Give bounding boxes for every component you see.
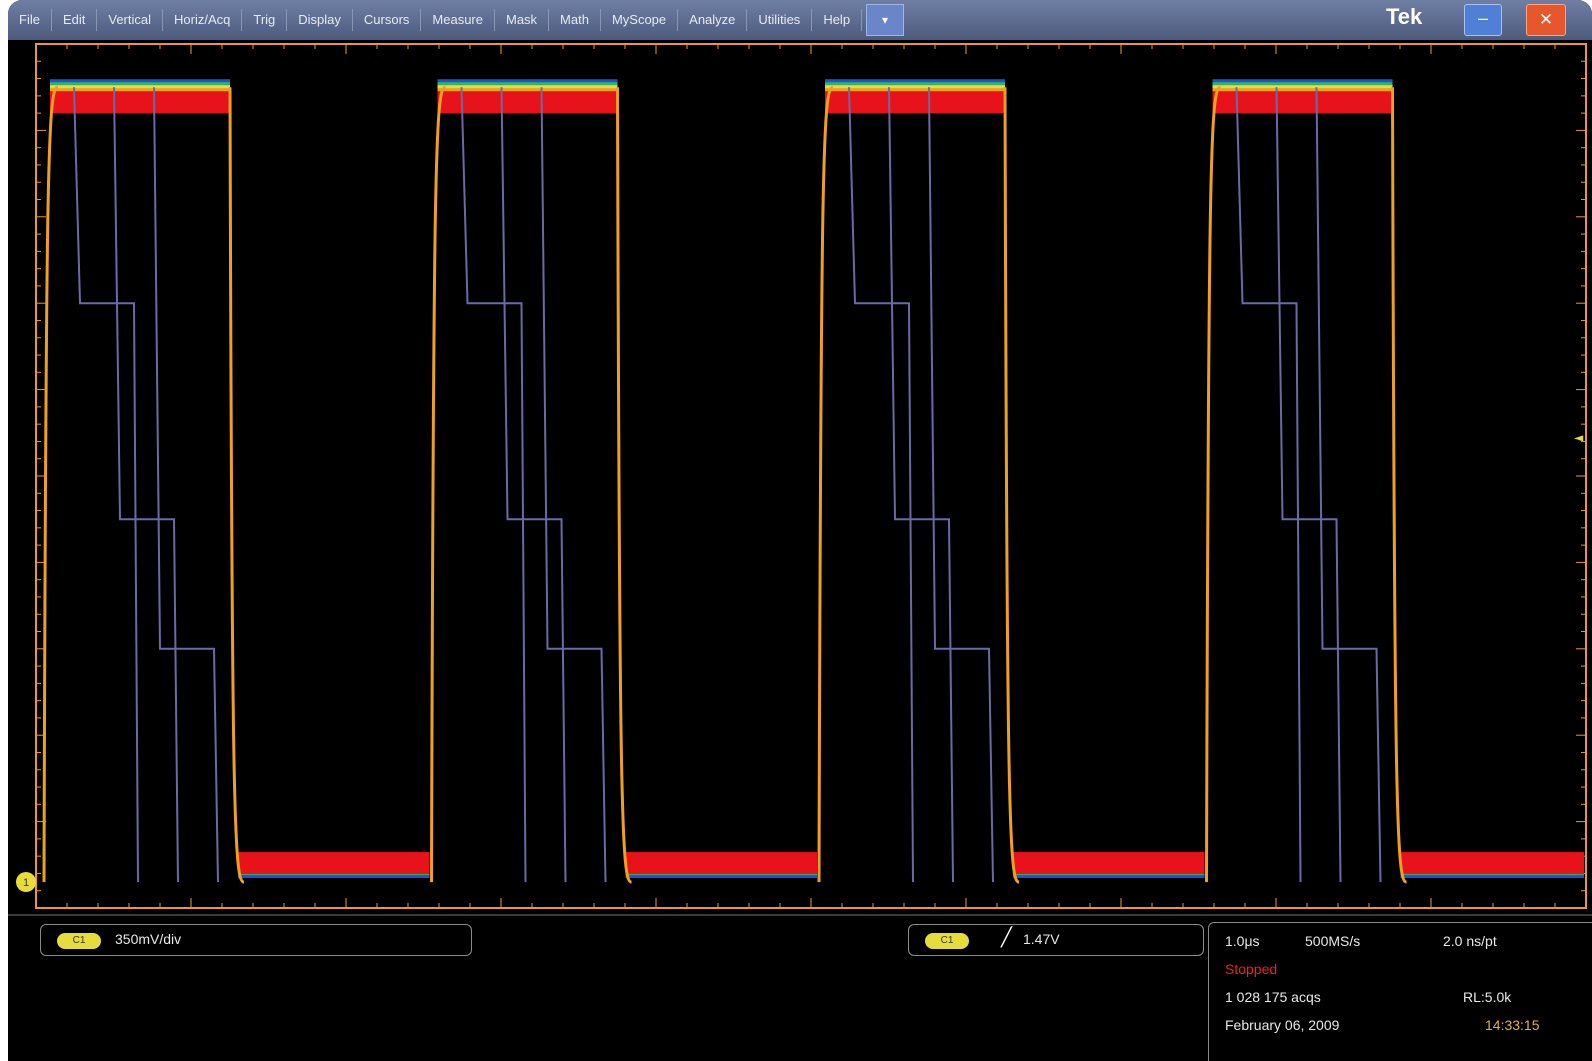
menu-edit[interactable]: Edit <box>52 9 98 31</box>
menu-analyze[interactable]: Analyze <box>678 9 748 31</box>
acquisition-count: 1 028 175 acqs <box>1225 989 1321 1005</box>
trace-dim-level <box>153 87 219 883</box>
trace-low-band <box>1013 874 1205 879</box>
rising-edge-icon: ╱ <box>1001 927 1012 947</box>
trace-falling-edge <box>616 87 632 884</box>
trace-dim-level <box>540 87 607 883</box>
brand-logo: Tek <box>1386 4 1423 29</box>
trace-high-band <box>50 85 230 90</box>
trace-dim-level <box>1275 87 1342 883</box>
sample-rate: 500MS/s <box>1305 933 1361 949</box>
trace-rising-edge <box>817 85 834 883</box>
trigger-level-marker: ◄ <box>1574 430 1584 444</box>
menu-mask[interactable]: Mask <box>495 9 550 31</box>
trace-high-band <box>825 79 1005 84</box>
trace-dim-level <box>888 87 954 883</box>
trace-rising-edge <box>1205 85 1221 883</box>
close-button[interactable]: ✕ <box>1526 4 1566 36</box>
record-length: RL:5.0k <box>1463 989 1512 1005</box>
menu-display[interactable]: Display <box>287 9 353 31</box>
oscilloscope-window: File Edit Vertical Horiz/Acq Trig Displa… <box>8 0 1592 1061</box>
channel1-readout[interactable]: C1 350mV/div <box>40 924 472 956</box>
trigger-source-badge: C1 <box>925 933 969 949</box>
trace-high-band <box>50 82 230 87</box>
trace-high-band <box>825 82 1005 87</box>
minimize-button[interactable]: – <box>1464 4 1502 36</box>
menu-trig[interactable]: Trig <box>242 9 288 31</box>
trace-low-band <box>625 874 817 879</box>
menu-cursors[interactable]: Cursors <box>353 9 422 31</box>
timebase: 1.0μs <box>1225 933 1260 949</box>
readout-area: C1 350mV/div C1 ╱ 1.47V 1.0μs 500MS/s 2.… <box>8 914 1592 1061</box>
trace-low-band <box>238 874 430 879</box>
trace-rising-edge <box>430 85 446 883</box>
trace-rising-edge <box>42 85 59 883</box>
trace-low-band <box>1400 852 1584 875</box>
trace-falling-edge <box>228 87 245 884</box>
acquisition-time: 14:33:15 <box>1485 1017 1540 1033</box>
trace-dim-level <box>928 87 994 883</box>
trace-high-band <box>437 79 618 84</box>
trace-high-band <box>1212 85 1393 90</box>
trace-dim-level <box>500 87 567 883</box>
trace-low-band <box>1013 852 1205 875</box>
channel1-scale: 350mV/div <box>115 931 182 947</box>
menu-vertical[interactable]: Vertical <box>97 9 163 31</box>
menu-measure[interactable]: Measure <box>421 9 495 31</box>
waveform-canvas[interactable]: 1◄ <box>8 40 1592 914</box>
menu-math[interactable]: Math <box>549 9 601 31</box>
trace-high-band <box>437 88 618 93</box>
channel1-marker <box>16 872 36 892</box>
menu-bar: File Edit Vertical Horiz/Acq Trig Displa… <box>8 0 1592 40</box>
trace-high-band <box>50 79 230 84</box>
trace-low-band <box>1400 874 1584 879</box>
trace-dim-level <box>1315 87 1382 883</box>
trace-high-band <box>825 91 1005 114</box>
menu-utilities[interactable]: Utilities <box>747 9 813 31</box>
menu-horiz-acq[interactable]: Horiz/Acq <box>163 9 243 31</box>
trace-high-band <box>50 91 230 114</box>
trace-falling-edge <box>1003 87 1020 884</box>
trace-dim-level <box>73 87 139 883</box>
time-per-point: 2.0 ns/pt <box>1443 933 1497 949</box>
acquisition-date: February 06, 2009 <box>1225 1017 1340 1033</box>
trace-high-band <box>437 91 618 114</box>
trace-high-band <box>1212 79 1393 84</box>
trace-high-band <box>437 85 618 90</box>
trace-low-band <box>238 852 430 875</box>
acquisition-status-panel[interactable]: 1.0μs 500MS/s 2.0 ns/pt Stopped 1 028 17… <box>1208 922 1592 1061</box>
waveform-display[interactable]: 1 ◄ <box>8 40 1592 914</box>
channel1-badge: C1 <box>57 933 101 949</box>
menu-help[interactable]: Help <box>812 9 863 31</box>
trace-high-band <box>1212 82 1393 87</box>
trace-dim-level <box>848 87 914 883</box>
trace-dim-level <box>1235 87 1302 883</box>
trace-high-band <box>825 85 1005 90</box>
graticule-frame <box>35 43 1587 909</box>
menu-myscope[interactable]: MyScope <box>601 9 679 31</box>
trigger-readout[interactable]: C1 ╱ 1.47V <box>908 924 1204 956</box>
menu-file[interactable]: File <box>8 9 52 31</box>
trace-low-band <box>625 852 817 875</box>
trace-high-band <box>1212 91 1393 114</box>
trace-high-band <box>825 88 1005 93</box>
trigger-level: 1.47V <box>1023 931 1060 947</box>
trace-dim-level <box>460 87 527 883</box>
trace-high-band <box>50 88 230 93</box>
trace-high-band <box>1212 88 1393 93</box>
acquisition-state: Stopped <box>1225 961 1278 977</box>
channel1-marker-label: 1 <box>23 877 29 889</box>
menu-overflow-button[interactable]: ▾ <box>866 4 905 36</box>
trace-falling-edge <box>1391 87 1407 884</box>
trace-high-band <box>437 82 618 87</box>
trace-dim-level <box>113 87 179 883</box>
